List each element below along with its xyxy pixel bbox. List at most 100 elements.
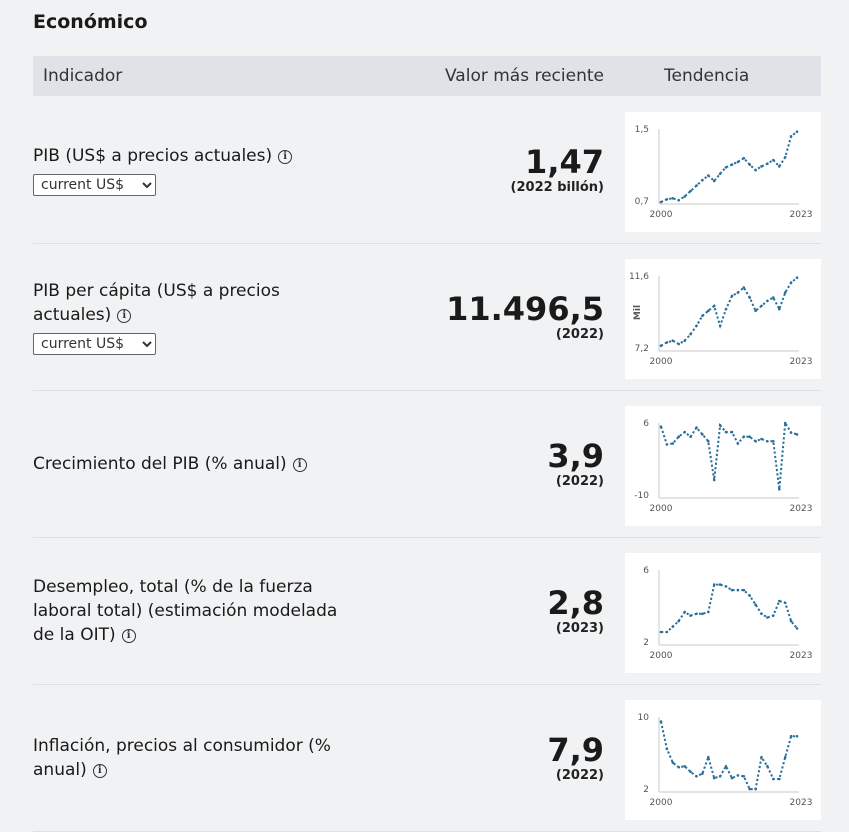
header-indicator: Indicador <box>43 66 123 86</box>
data-point <box>707 440 710 443</box>
x-start-label: 2000 <box>650 357 673 367</box>
data-point <box>754 168 757 172</box>
data-point <box>742 286 746 289</box>
series-line <box>660 419 798 490</box>
table-row: PIB (US$ a precios actuales) i current US$… <box>33 96 821 244</box>
data-point <box>754 440 757 443</box>
latest-value-cell: 1,47 (2022 billón) <box>511 96 604 243</box>
latest-value: 2,8 <box>547 583 604 622</box>
indicator-cell: Inflación, precios al consumidor (% anua… <box>33 684 353 831</box>
y-max-label: 10 <box>638 713 650 723</box>
data-point <box>659 720 663 723</box>
data-point <box>736 774 740 777</box>
data-point <box>718 775 722 778</box>
data-point <box>736 160 740 164</box>
trend-sparkline[interactable]: 1,5 0,7 2000 2023 <box>625 112 821 232</box>
table-row: Crecimiento del PIB (% anual) i 3,9 (2022) 6… <box>33 390 821 538</box>
data-point <box>659 425 663 428</box>
data-point <box>712 179 716 183</box>
data-point <box>695 775 698 778</box>
latest-value-year: (2022) <box>555 767 604 783</box>
info-icon[interactable]: i <box>292 457 307 472</box>
y-max-label: 6 <box>643 566 649 576</box>
x-start-label: 2000 <box>650 651 673 661</box>
info-icon[interactable]: i <box>278 149 293 164</box>
data-point <box>730 163 734 166</box>
data-point <box>695 324 698 328</box>
data-point <box>718 324 722 328</box>
data-point <box>665 198 669 201</box>
trend-sparkline[interactable]: 6 -10 2000 2023 <box>625 406 821 526</box>
y-max-label: 6 <box>643 419 649 429</box>
data-point <box>789 619 793 623</box>
trend-sparkline[interactable]: 10 2 2000 2023 <box>625 700 821 820</box>
data-point <box>724 166 728 169</box>
data-point <box>730 588 734 592</box>
data-point <box>760 165 763 168</box>
trend-sparkline[interactable]: 6 2 2000 2023 <box>625 553 821 673</box>
data-point <box>748 296 751 299</box>
data-point <box>701 178 704 182</box>
info-icon[interactable]: i <box>117 308 132 323</box>
data-point <box>783 156 787 159</box>
latest-value-cell: 2,8 (2023) <box>547 537 604 684</box>
indicator-label: Crecimiento del PIB (% anual) <box>33 453 287 474</box>
data-point <box>760 755 763 759</box>
data-point <box>677 619 680 623</box>
data-point <box>677 342 680 346</box>
data-point <box>766 162 769 165</box>
data-point <box>742 775 746 778</box>
latest-value-year: (2023) <box>555 620 604 636</box>
data-point <box>689 435 692 438</box>
indicator-label-wrap: Desempleo, total (% de la fuerza laboral… <box>33 575 353 647</box>
data-point <box>671 339 675 342</box>
latest-value-year: (2022 billón) <box>510 179 604 195</box>
data-point <box>766 765 769 768</box>
info-icon[interactable]: i <box>92 763 107 778</box>
data-point <box>748 594 751 597</box>
data-point <box>783 291 787 294</box>
data-point <box>671 625 675 628</box>
data-point <box>766 299 769 303</box>
data-point <box>683 430 686 434</box>
data-point <box>760 612 763 616</box>
header-trend: Tendencia <box>664 66 750 86</box>
x-start-label: 2000 <box>650 210 673 220</box>
data-point <box>665 630 669 634</box>
data-point <box>671 761 675 764</box>
data-point <box>736 588 740 592</box>
data-point <box>665 443 669 446</box>
indicator-cell: Crecimiento del PIB (% anual) i <box>33 390 353 537</box>
data-point <box>701 612 704 616</box>
table-header: Indicador Valor más reciente Tendencia <box>33 56 821 96</box>
series-line <box>660 721 797 791</box>
currency-select[interactable]: current US$ <box>33 173 156 196</box>
y-min-label: 0,7 <box>635 197 649 207</box>
x-start-label: 2000 <box>650 504 673 514</box>
y-min-label: -10 <box>634 491 649 501</box>
data-point <box>665 747 669 751</box>
info-icon[interactable]: i <box>121 628 136 643</box>
data-point <box>795 627 799 630</box>
data-point <box>695 426 698 429</box>
data-point <box>724 307 728 311</box>
trend-sparkline[interactable]: 11,6 7,2 2000 2023 Mil <box>625 259 821 379</box>
data-point <box>683 195 686 198</box>
data-point <box>671 197 675 200</box>
data-point <box>742 435 746 438</box>
data-point <box>712 776 716 780</box>
data-point <box>707 309 710 313</box>
data-point <box>707 610 710 614</box>
data-point <box>795 734 799 738</box>
data-point <box>707 755 710 759</box>
currency-select[interactable]: current US$ <box>33 332 156 355</box>
indicator-label-wrap: PIB per cápita (US$ a precios actuales) i <box>33 279 353 327</box>
data-point <box>712 304 716 308</box>
data-point <box>701 314 704 318</box>
table-row: PIB per cápita (US$ a precios actuales) i… <box>33 243 821 391</box>
indicator-label: Inflación, precios al consumidor (% anua… <box>33 735 331 780</box>
data-point <box>789 281 793 284</box>
y-min-label: 7,2 <box>635 344 649 354</box>
